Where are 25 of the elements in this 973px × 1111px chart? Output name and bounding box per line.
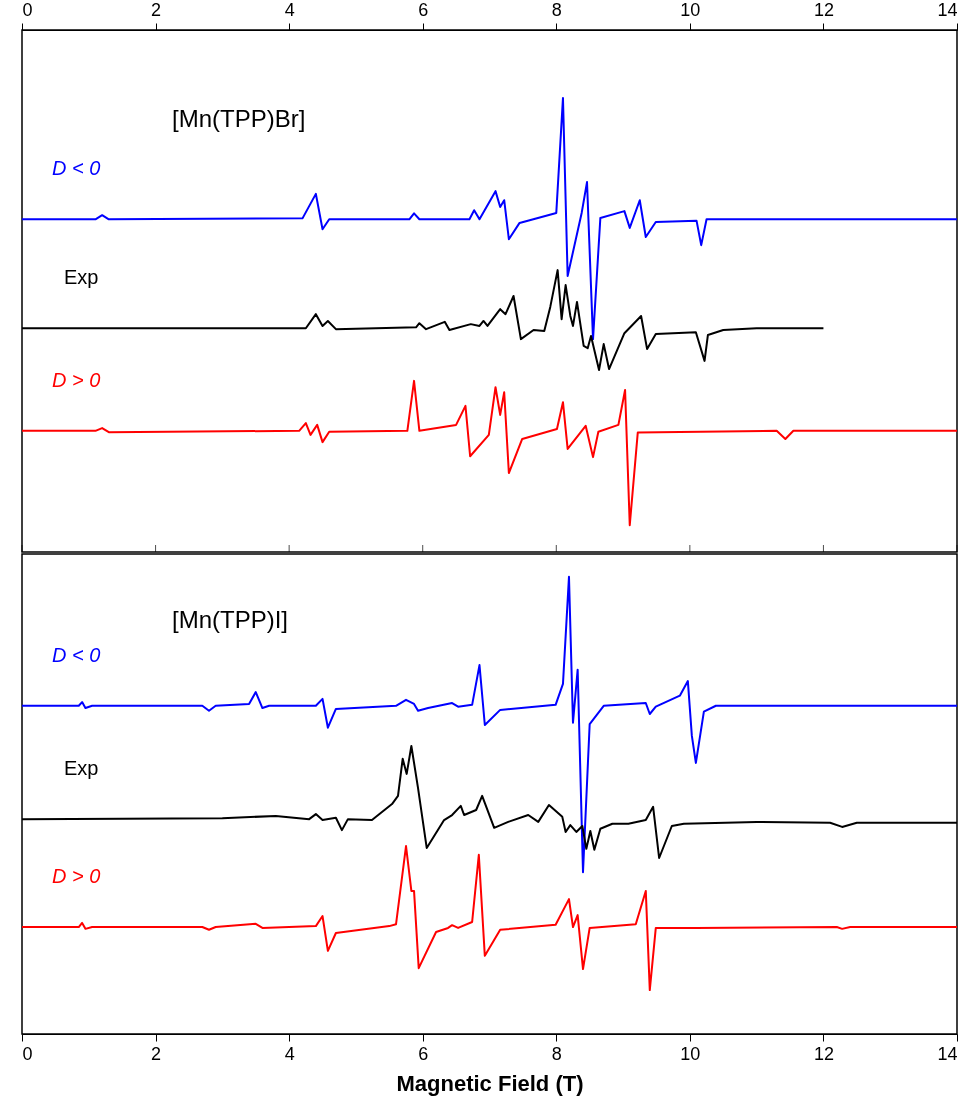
x-tick-label: 6 [418, 1043, 429, 1064]
x-tick-label: 8 [551, 0, 562, 20]
series-label: D < 0 [52, 643, 101, 666]
x-tick-label: 8 [551, 1043, 562, 1064]
x-tick-label: 12 [813, 0, 834, 20]
x-tick-label: 12 [813, 1043, 834, 1064]
x-axis-title: Magnetic Field (T) [396, 1070, 584, 1096]
x-tick-label: 10 [680, 1043, 701, 1064]
x-tick-label: 0 [22, 0, 33, 20]
annotation: [Mn(TPP)I] [172, 606, 289, 633]
x-tick-label: 14 [937, 0, 958, 20]
x-tick-label: 14 [937, 1043, 958, 1064]
x-tick-label: 2 [151, 0, 162, 20]
x-tick-label: 4 [284, 0, 295, 20]
x-tick-label: 4 [284, 1043, 295, 1064]
x-tick-label: 6 [418, 0, 429, 20]
series-label: D < 0 [52, 157, 101, 180]
x-tick-label: 0 [22, 1043, 33, 1064]
annotation: [Mn(TPP)Br] [172, 105, 306, 132]
x-tick-label: 10 [680, 0, 701, 20]
x-tick-label: 2 [151, 1043, 162, 1064]
series-label: D > 0 [52, 368, 101, 391]
series-label: Exp [64, 757, 99, 780]
series-label: Exp [64, 266, 99, 289]
series-label: D > 0 [52, 865, 101, 888]
